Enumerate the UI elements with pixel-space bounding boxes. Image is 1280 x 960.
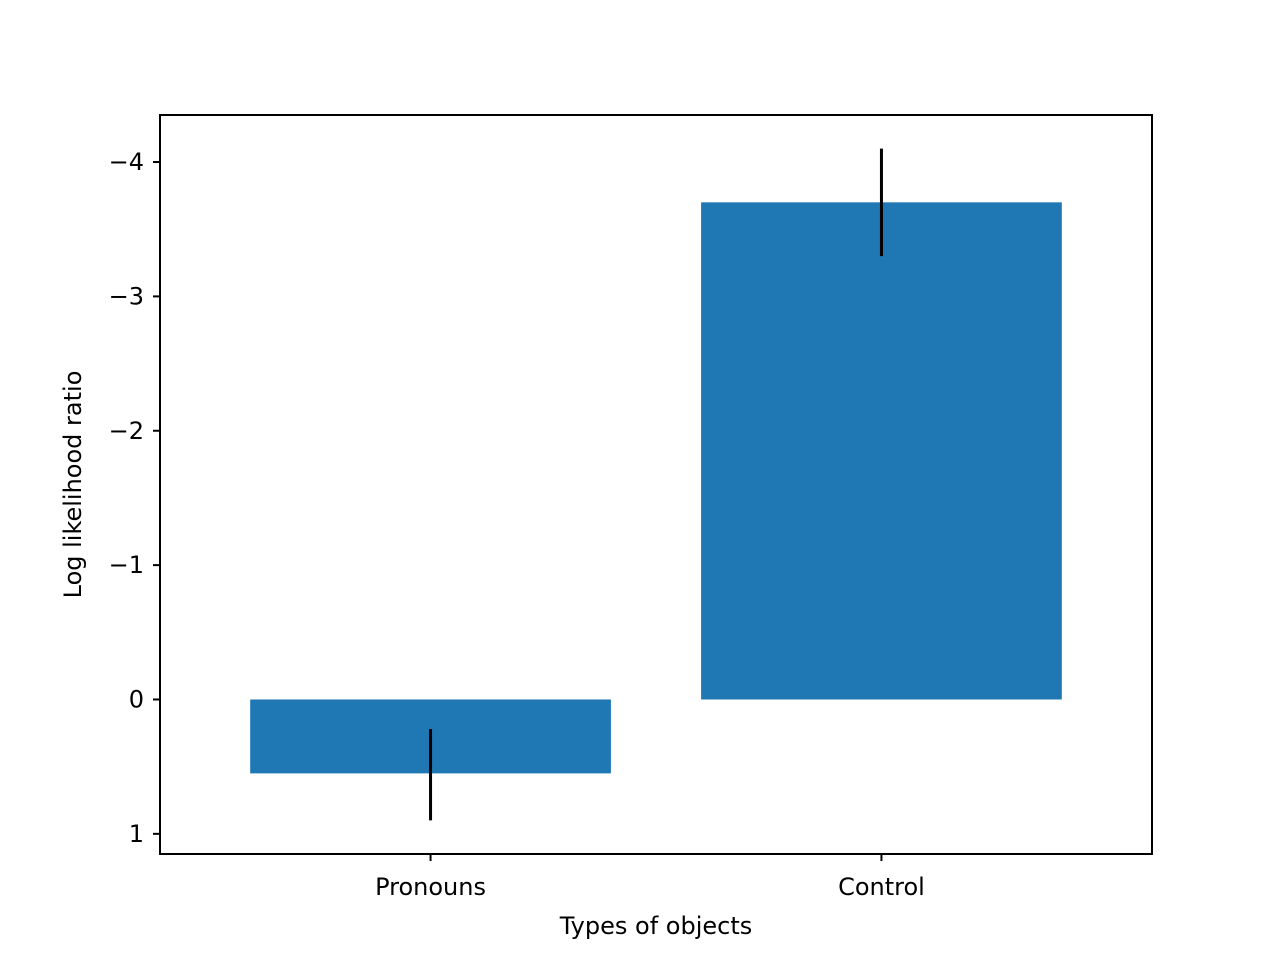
plot-area-frame <box>159 114 1153 855</box>
y-tick-label: −1 <box>109 551 144 579</box>
y-axis: 1 0 −1 −2 −3 −4 <box>109 148 160 848</box>
x-tick-label: Control <box>838 873 925 901</box>
y-axis-label: Log likelihood ratio <box>59 371 87 599</box>
y-tick-label: −4 <box>109 148 144 176</box>
y-tick-label: −3 <box>109 282 144 310</box>
bar-control <box>701 202 1062 700</box>
x-tick-label: Pronouns <box>375 873 486 901</box>
errorbars-layer <box>429 148 883 821</box>
y-tick-label: 1 <box>129 820 144 848</box>
x-axis: Pronouns Control <box>375 854 925 901</box>
y-tick-label: −2 <box>109 417 144 445</box>
y-tick-label: 0 <box>129 685 144 713</box>
bars-layer <box>250 202 1062 774</box>
x-axis-label: Types of objects <box>559 912 752 940</box>
